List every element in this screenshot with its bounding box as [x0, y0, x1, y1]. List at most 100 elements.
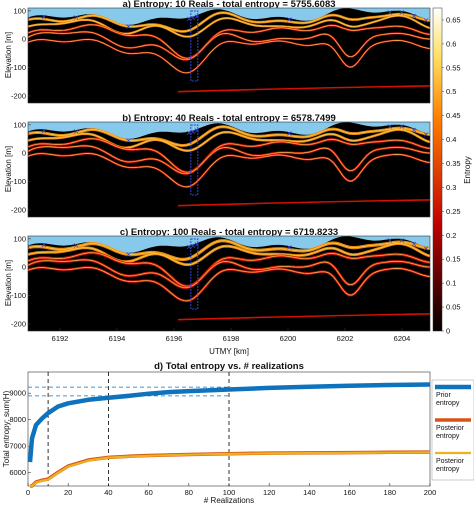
chart-ytick-label: 8000: [9, 415, 26, 424]
svg-text:×: ×: [73, 13, 80, 22]
svg-text:×: ×: [25, 129, 32, 138]
section-ytick-label: 100: [13, 6, 26, 15]
chart-xtick-label: 140: [303, 488, 316, 497]
chart-xtick-label: 160: [343, 488, 356, 497]
chart-ytick-label: 9000: [9, 389, 26, 398]
chart-xlabel: # Realizations: [204, 496, 254, 505]
svg-text:×: ×: [423, 130, 430, 139]
section-xtick-label: 6202: [337, 334, 354, 343]
section-xtick-label: 6196: [166, 334, 183, 343]
section-ytick-label: 0: [22, 35, 26, 44]
section-ytick-label: -100: [11, 291, 26, 300]
colorbar-tick-label: 0.6: [446, 39, 456, 48]
legend-label: Posterior: [436, 425, 465, 432]
legend-label: entropy: [436, 466, 460, 473]
colorbar-tick-label: 0.5: [446, 87, 456, 96]
colorbar-tick-label: 0.25: [446, 207, 461, 216]
svg-text:×: ×: [286, 129, 293, 138]
panel-c-yticks: 100 0 -100 -200: [11, 234, 31, 328]
panel-b-ylabel: Elevation [m]: [4, 146, 13, 192]
section-ytick-label: 0: [22, 149, 26, 158]
colorbar-tick-label: 0.45: [446, 111, 461, 120]
entropy-line-chart: d) Total entropy vs. # realizations 0 20 4…: [2, 361, 474, 505]
section-xtick-label: 6192: [52, 334, 69, 343]
chart-xtick-label: 100: [223, 488, 236, 497]
chart-xtick-label: 60: [144, 488, 152, 497]
svg-text:×: ×: [193, 126, 200, 135]
section-xtick-label: 6204: [394, 334, 411, 343]
colorbar-tick-label: 0.15: [446, 255, 461, 264]
colorbar-tick-label: 0: [446, 327, 450, 336]
svg-text:×: ×: [193, 240, 200, 249]
ground-section: [28, 236, 430, 331]
colorbar: 0.65 0.6 0.55 0.5 0.45 0.4 0.35 0.3 0.25 0.2 0.15 0…: [432, 7, 472, 336]
section-xtick-label: 6194: [109, 334, 126, 343]
chart-xtick-label: 20: [64, 488, 72, 497]
chart-xtick-label: 80: [185, 488, 193, 497]
svg-text:×: ×: [73, 241, 80, 250]
panel-a-yticks: 100 0 -100 -200: [11, 6, 31, 100]
svg-text:×: ×: [185, 15, 192, 24]
svg-text:×: ×: [386, 236, 393, 245]
ground-section: [28, 8, 430, 103]
svg-text:×: ×: [193, 12, 200, 21]
panel-a-ylabel: Elevation [m]: [4, 32, 13, 78]
colorbar-tick-label: 0.35: [446, 159, 461, 168]
svg-text:×: ×: [125, 136, 132, 145]
section-ytick-label: -200: [11, 205, 26, 214]
chart-xtick-label: 40: [104, 488, 112, 497]
svg-text:×: ×: [125, 22, 132, 31]
ground-section: [28, 122, 430, 217]
chart-legend: PriorentropyPosteriorentropyPosteriorent…: [431, 379, 474, 481]
chart-content: 0 20 40 60 80 100 120 140 160 180 200 6000 7000 8000 9…: [9, 372, 436, 497]
svg-text:×: ×: [411, 239, 418, 248]
panel-a-title: a) Entropy: 10 Reals - total entropy = 5…: [122, 0, 335, 10]
panel-b-yticks: 100 0 -100 -200: [11, 120, 31, 214]
legend-label: entropy: [436, 433, 460, 440]
svg-text:×: ×: [386, 8, 393, 17]
section-xlabel: UTMY [km]: [209, 347, 249, 356]
chart-xtick-label: 0: [26, 488, 30, 497]
svg-text:×: ×: [411, 125, 418, 134]
svg-text:×: ×: [185, 243, 192, 252]
panel-c-image: × × ××××× ×× × ××: [25, 236, 430, 331]
colorbar-tick-label: 0.05: [446, 303, 461, 312]
svg-text:×: ×: [41, 12, 48, 21]
section-panel-c: c) Entropy: 100 Reals - total entropy = …: [11, 227, 431, 332]
section-xtick-label: 6198: [223, 334, 240, 343]
panel-b-title: b) Entropy: 40 Reals - total entropy = 6…: [122, 113, 336, 124]
chart-xtick-label: 200: [424, 488, 437, 497]
section-xtick-label: 6200: [280, 334, 297, 343]
svg-text:×: ×: [386, 122, 393, 131]
colorbar-tick-label: 0.4: [446, 135, 456, 144]
chart-xtick-label: 120: [263, 488, 276, 497]
section-ytick-label: 100: [13, 234, 26, 243]
svg-text:×: ×: [73, 127, 80, 136]
colorbar-tick-label: 0.2: [446, 231, 456, 240]
svg-text:×: ×: [41, 240, 48, 249]
svg-text:×: ×: [185, 129, 192, 138]
panel-c-ylabel: Elevation [m]: [4, 260, 13, 306]
svg-text:×: ×: [41, 126, 48, 135]
panel-b-image: × × ××××× ×× × ××: [25, 122, 430, 217]
chart-ytick-label: 7000: [9, 442, 26, 451]
colorbar-ticks: 0.65 0.6 0.55 0.5 0.45 0.4 0.35 0.3 0.25 0.2 0.15 0…: [442, 15, 461, 336]
section-ytick-label: -200: [11, 91, 26, 100]
panel-c-title: c) Entropy: 100 Reals - total entropy = …: [120, 227, 338, 238]
svg-text:×: ×: [189, 242, 196, 251]
colorbar-tick-label: 0.65: [446, 15, 461, 24]
svg-text:×: ×: [399, 122, 406, 131]
series-line-0: [27, 382, 431, 463]
panel-a-image: × × ××××× ×× × ××: [28, 8, 430, 103]
section-ytick-label: 100: [13, 120, 26, 129]
colorbar-gradient: [432, 7, 443, 332]
svg-text:×: ×: [286, 15, 293, 24]
colorbar-tick-label: 0.1: [446, 279, 456, 288]
section-xticks: 6192 6194 6196 6198 6200 6202 6204: [52, 328, 411, 343]
series-line-2: [30, 451, 431, 488]
section-ytick-label: -200: [11, 319, 26, 328]
svg-text:×: ×: [189, 128, 196, 137]
svg-text:×: ×: [423, 16, 430, 25]
svg-text:×: ×: [25, 243, 32, 252]
